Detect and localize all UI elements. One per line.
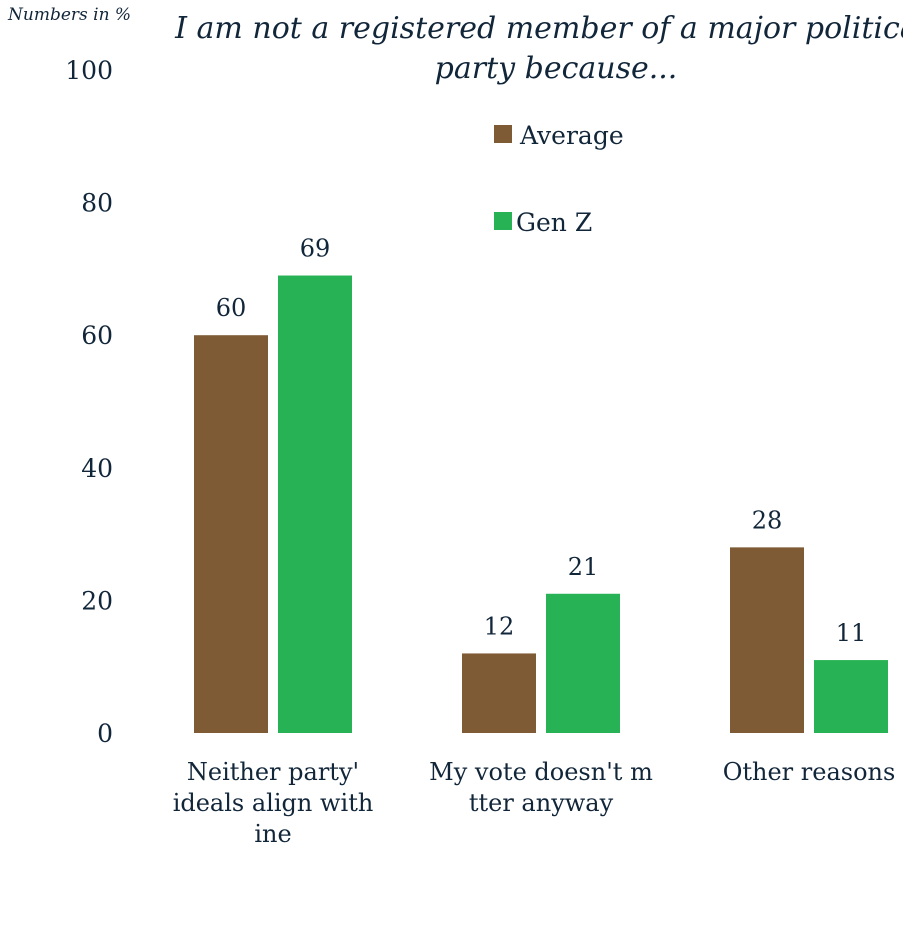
bar-gen-z bbox=[546, 593, 620, 733]
data-label: 11 bbox=[836, 619, 867, 647]
y-tick-label: 0 bbox=[97, 719, 113, 748]
y-tick-label: 60 bbox=[81, 321, 113, 350]
legend-label-gen-z: Gen Z bbox=[516, 208, 592, 237]
chart-title-line-2: party because... bbox=[435, 51, 678, 86]
data-label: 28 bbox=[752, 506, 783, 534]
data-label: 60 bbox=[216, 294, 247, 322]
data-label: 21 bbox=[568, 553, 599, 581]
category-label: Other reasons bbox=[723, 758, 896, 786]
category-label: Neither party' ideals align with ine bbox=[165, 758, 381, 848]
y-tick-label: 20 bbox=[81, 586, 113, 615]
bar-average bbox=[462, 653, 536, 733]
bar-gen-z bbox=[278, 275, 352, 733]
y-tick-label: 40 bbox=[81, 454, 113, 483]
unit-note: Numbers in % bbox=[7, 5, 131, 25]
legend-label-average: Average bbox=[519, 121, 624, 150]
category-label: My vote doesn't m tter anyway bbox=[429, 758, 653, 817]
bar-gen-z bbox=[814, 660, 888, 733]
bars bbox=[194, 275, 888, 733]
legend-swatch-average bbox=[494, 125, 512, 143]
bar-average bbox=[194, 335, 268, 733]
data-label: 12 bbox=[484, 612, 515, 640]
chart-title-line-1: I am not a registered member of a major … bbox=[174, 11, 903, 46]
y-tick-label: 100 bbox=[65, 56, 113, 85]
y-axis: 0 20 40 60 80 100 bbox=[65, 56, 113, 748]
chart-title: I am not a registered member of a major … bbox=[174, 11, 903, 86]
x-axis: Neither party' ideals align with ine My v… bbox=[165, 758, 895, 848]
data-label: 69 bbox=[300, 235, 331, 263]
legend-swatch-gen-z bbox=[494, 212, 512, 230]
legend: Average Gen Z bbox=[494, 121, 624, 237]
bar-average bbox=[730, 547, 804, 733]
y-tick-label: 80 bbox=[81, 189, 113, 218]
data-labels: 60 69 12 21 28 11 bbox=[216, 235, 867, 648]
